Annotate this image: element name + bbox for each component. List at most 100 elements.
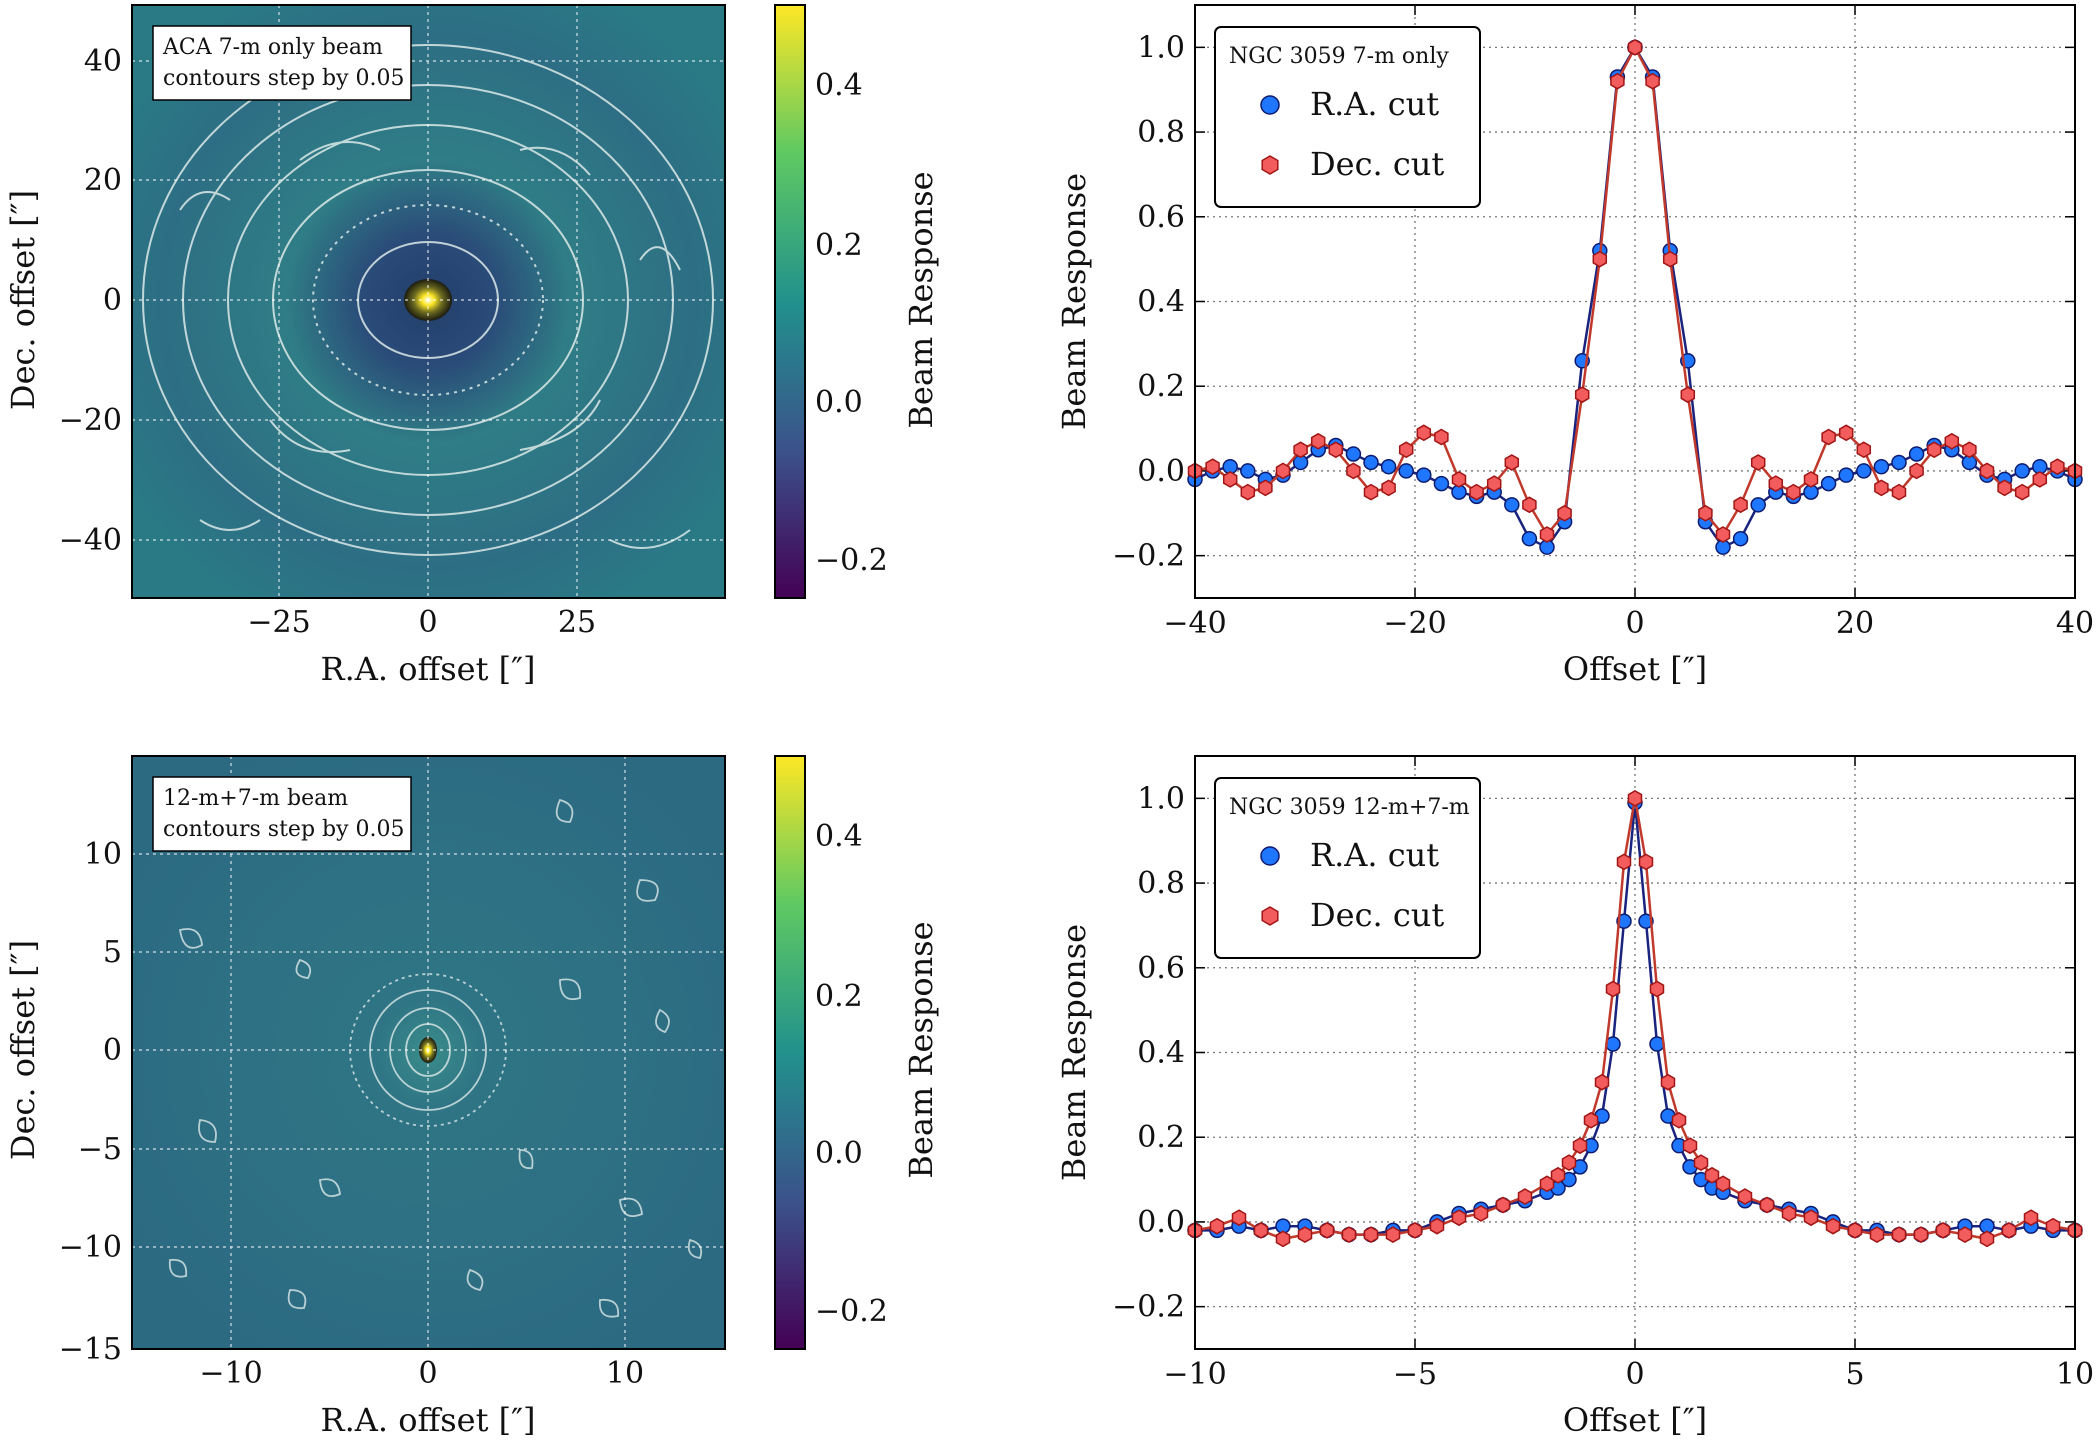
data-point [1616,853,1632,871]
data-point [1909,462,1924,480]
ytick-label: 0.6 [1137,200,1185,235]
data-point [1297,1226,1313,1243]
data-point [1504,454,1520,471]
data-point [1638,913,1654,929]
data-point [1522,496,1537,514]
data-point [1616,913,1632,929]
x-axis-label: R.A. offset [″] [320,1401,535,1439]
xtick-label: −20 [1383,606,1446,641]
ytick-label: 0.0 [1137,1205,1185,1240]
data-point [1253,1222,1269,1239]
ytick-label: 5 [103,935,122,970]
legend-title: NGC 3059 7-m only [1229,44,1449,69]
data-point [1649,980,1665,998]
data-point [1715,526,1731,543]
cbar-tick-label: −0.2 [815,543,888,578]
ytick-label: −0.2 [1112,1290,1185,1325]
data-point [1847,1222,1863,1239]
xtick-label: −10 [199,1356,262,1391]
data-point [1574,386,1590,404]
cbar-tick-label: 0.2 [815,228,863,263]
data-point [1495,1196,1511,1214]
data-point [1825,1217,1841,1235]
data-point [1957,1226,1973,1243]
ytick-label: 0.2 [1137,369,1185,404]
data-point [1698,504,1713,522]
data-point [1469,483,1484,501]
xtick-label: 10 [2056,1357,2094,1392]
plot-7m-only: −40 −20 0 20 40 −0.2 0.0 0.2 0.4 0.6 0.8 1.0 NGC 305… [1055,4,2094,688]
data-point [1781,1205,1797,1222]
ytick-label: −0.2 [1112,539,1185,574]
data-point [1328,441,1344,459]
colorbar-label: Beam Response [902,921,940,1178]
map-bottom-xticks: −10 0 10 [199,1356,644,1391]
legend-box [1214,777,1481,959]
ytick-label: 40 [84,44,122,79]
data-point [1737,1188,1753,1205]
annotation-line-1: 12-m+7-m beam [163,786,348,811]
xtick-label: 40 [2056,606,2094,641]
data-point [1682,1137,1698,1155]
data-point [1258,479,1273,497]
map-bottom-yticks: 10 5 0 −5 −10 −15 [59,837,122,1367]
xtick-label: −40 [1163,606,1226,641]
data-point [1662,250,1678,268]
data-point [1429,1217,1445,1235]
data-point [1891,454,1907,471]
data-point [1398,463,1414,479]
data-point [1381,479,1396,497]
data-point [1750,454,1766,471]
cbar-tick-label: 0.2 [815,979,863,1014]
data-point [1803,1209,1819,1227]
xtick-label: 0 [1625,1357,1644,1392]
ytick-label: 0.8 [1137,866,1185,901]
series-dec-cut [1187,39,2083,543]
data-point [1504,497,1520,513]
xtick-label: 25 [558,605,596,640]
annotation-box-top: ACA 7-m only beam contours step by 0.05 [152,25,412,101]
data-point [1997,479,2012,497]
data-point [1451,1209,1467,1227]
data-point [1416,424,1432,442]
x-axis-label: Offset [″] [1563,650,1707,688]
data-point [1944,432,1960,450]
legend-label: R.A. cut [1310,836,1439,874]
xtick-label: 5 [1845,1357,1864,1392]
data-point [1759,1196,1775,1214]
ytick-label: 0 [103,1033,122,1068]
colorbar-label: Beam Response [902,171,940,428]
data-point [1638,853,1654,871]
data-point [1222,471,1238,488]
data-point [1517,1188,1533,1205]
xtick-label: 0 [418,605,437,640]
data-point [1838,424,1854,442]
data-point [1486,475,1502,492]
legend: NGC 3059 12-m+7-m R.A. cut Dec. cut [1214,777,1481,959]
data-point [1979,1230,1995,1248]
data-point [1521,530,1538,547]
data-point [1715,1175,1731,1193]
data-point [2050,458,2065,476]
ytick-label: 0.4 [1137,285,1185,320]
legend-title: NGC 3059 12-m+7-m [1229,795,1470,820]
data-point [2014,483,2030,501]
data-point [1363,483,1379,501]
data-point [1205,458,1220,476]
map-top: ACA 7-m only beam contours step by 0.05 … [4,4,726,688]
data-point [1671,1111,1687,1129]
y-axis-label: Dec. offset [″] [4,190,42,410]
data-point [1416,467,1432,483]
legend: NGC 3059 7-m only R.A. cut Dec. cut [1214,26,1481,208]
ytick-label: 0.2 [1137,1120,1185,1155]
data-point [1856,463,1872,479]
data-point [1732,530,1749,547]
map-bottom-grid [132,756,725,1349]
data-point [2032,471,2048,488]
data-point [1693,1154,1709,1171]
xtick-label: 10 [606,1356,644,1391]
legend-marker [1261,906,1279,926]
map-top-xticks: −25 0 25 [247,605,596,640]
data-point [1346,462,1361,480]
cbar-tick-label: 0.4 [815,819,863,854]
